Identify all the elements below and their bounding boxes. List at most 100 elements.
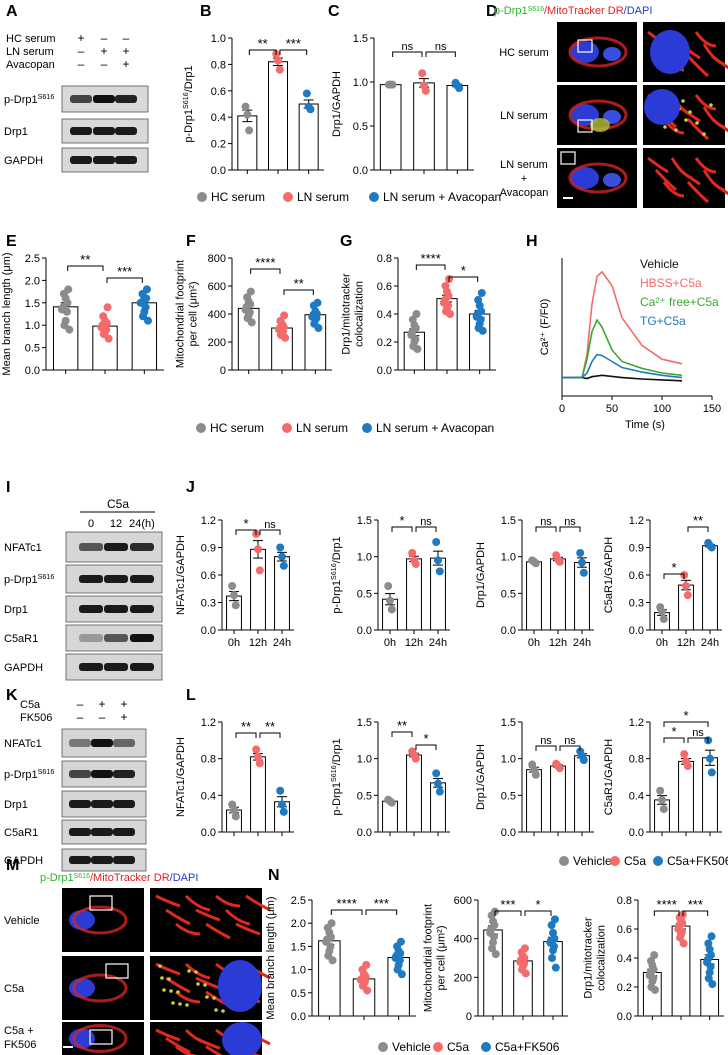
chart-j2: 0.0 0.5 1.0 1.5 p-Drp1S616/Drp1 0h 12h 24h * ns xyxy=(330,513,450,649)
significance-bracket xyxy=(535,526,557,532)
panel-label-m: M xyxy=(6,857,19,874)
title-green: p-Drp1 xyxy=(40,872,74,884)
data-point xyxy=(555,764,564,773)
legend-marker xyxy=(369,192,379,202)
bar xyxy=(406,754,422,833)
chart-l3: 0.0 0.5 1.0 1.5 Drp1/GAPDH ns ns xyxy=(475,717,594,839)
legend-marker xyxy=(282,423,292,433)
data-point xyxy=(579,756,588,765)
mito-network xyxy=(215,894,241,908)
condition-sign: + xyxy=(100,44,107,58)
blot-band xyxy=(113,739,135,747)
y-tick-label: 0 xyxy=(466,1011,472,1023)
y-axis-label: per cell (μm²) xyxy=(436,925,448,990)
y-tick-label: 0.0 xyxy=(211,165,226,177)
legend-label: LN serum xyxy=(297,190,349,204)
data-point xyxy=(247,318,256,327)
y-tick-label: 0.8 xyxy=(629,754,644,766)
drp1-puncta xyxy=(663,125,667,129)
significance-label: ns xyxy=(420,516,432,528)
data-point xyxy=(707,932,716,941)
mito-network xyxy=(184,962,211,980)
y-axis-label: Drp1/GAPDH xyxy=(475,542,487,608)
panel-i-blot: C5a 0 12 24(h) NFATc1 p-Drp1S616 Drp1 C5aR1 GAPD… xyxy=(4,497,163,681)
significance-label: * xyxy=(671,560,676,575)
treatment-header: C5a xyxy=(107,497,129,511)
drp1-puncta xyxy=(169,989,173,993)
drp1-puncta xyxy=(212,996,216,1000)
blot-band xyxy=(130,634,154,642)
data-point xyxy=(143,316,152,325)
significance-bracket xyxy=(365,909,398,915)
mito-network xyxy=(175,922,201,936)
legend-marker xyxy=(197,192,207,202)
blot-band xyxy=(104,605,128,613)
title-blue: /DAPI xyxy=(624,5,653,17)
data-point xyxy=(413,345,422,353)
mito-network xyxy=(205,922,231,940)
y-tick-label: 0.0 xyxy=(357,625,372,637)
data-point xyxy=(384,582,393,590)
data-point xyxy=(276,786,285,795)
drp1-puncta xyxy=(185,1003,189,1007)
data-point xyxy=(243,110,252,119)
legend-row2: HC serum LN serum LN serum + Avacopan xyxy=(196,421,494,435)
y-tick-label: 0.6 xyxy=(617,924,632,936)
data-point xyxy=(255,759,264,768)
text-part: C5aR1 xyxy=(4,633,38,645)
y-tick-label: 0.9 xyxy=(201,543,216,555)
y-tick-label: 0.2 xyxy=(211,139,226,151)
mito-network xyxy=(679,105,701,123)
blot-label: GAPDH xyxy=(4,855,43,867)
data-point xyxy=(275,65,284,74)
y-tick-label: 1.0 xyxy=(501,754,516,766)
title-sup: S616 xyxy=(528,6,544,13)
data-point xyxy=(276,543,285,552)
bar xyxy=(250,548,266,631)
bar xyxy=(379,84,402,171)
drp1-puncta xyxy=(171,1001,175,1005)
data-point xyxy=(548,954,557,962)
data-point xyxy=(231,812,240,821)
significance-label: ** xyxy=(241,719,251,734)
significance-bracket xyxy=(248,49,277,55)
mito-network xyxy=(184,894,211,912)
x-tick-label: 0h xyxy=(384,637,396,649)
y-tick-label: 1.0 xyxy=(211,33,226,45)
row-label: + xyxy=(521,173,527,185)
nucleus-zoom xyxy=(644,89,680,125)
y-tick-label: 0.6 xyxy=(377,281,392,293)
data-point xyxy=(386,596,394,605)
significance-label: **** xyxy=(657,897,677,912)
x-tick-label: 24h xyxy=(701,637,719,649)
y-tick-label: 1.0 xyxy=(25,320,40,332)
data-point xyxy=(363,986,372,995)
chart-e: 0.0 0.5 1.0 1.5 2.0 2.5 Mean branch length (μm… xyxy=(1,252,164,377)
condition-sign: – xyxy=(101,31,108,45)
text-part: C5aR1 xyxy=(4,827,38,839)
legend-marker xyxy=(481,1042,491,1052)
row-label: LN serum xyxy=(500,159,548,171)
y-axis-label: Mitochondrial footprint xyxy=(423,904,435,1012)
legend-label: LN serum xyxy=(296,421,348,435)
row-label: C5a xyxy=(4,983,25,995)
y-tick-label: 0.2 xyxy=(617,982,632,994)
bar xyxy=(702,545,718,631)
y-axis-label: p-Drp1S616/Drp1 xyxy=(182,65,195,142)
series-line xyxy=(562,374,683,382)
blot-band xyxy=(91,800,113,808)
significance-bracket xyxy=(391,526,413,532)
panel-label-i: I xyxy=(6,479,10,496)
text-part: p-Drp1 xyxy=(4,94,38,106)
panel-label-n: N xyxy=(268,867,280,884)
y-tick-label: 2.5 xyxy=(291,895,306,907)
data-point xyxy=(682,582,690,590)
condition-label: HC serum xyxy=(6,33,56,45)
data-point xyxy=(679,939,688,948)
data-point xyxy=(314,324,323,332)
significance-label: **** xyxy=(255,255,275,270)
bar xyxy=(226,595,242,631)
y-tick-label: 1.0 xyxy=(501,552,516,564)
text-part: /Drp1 xyxy=(331,738,343,765)
row-label: Avacopan xyxy=(500,187,549,199)
